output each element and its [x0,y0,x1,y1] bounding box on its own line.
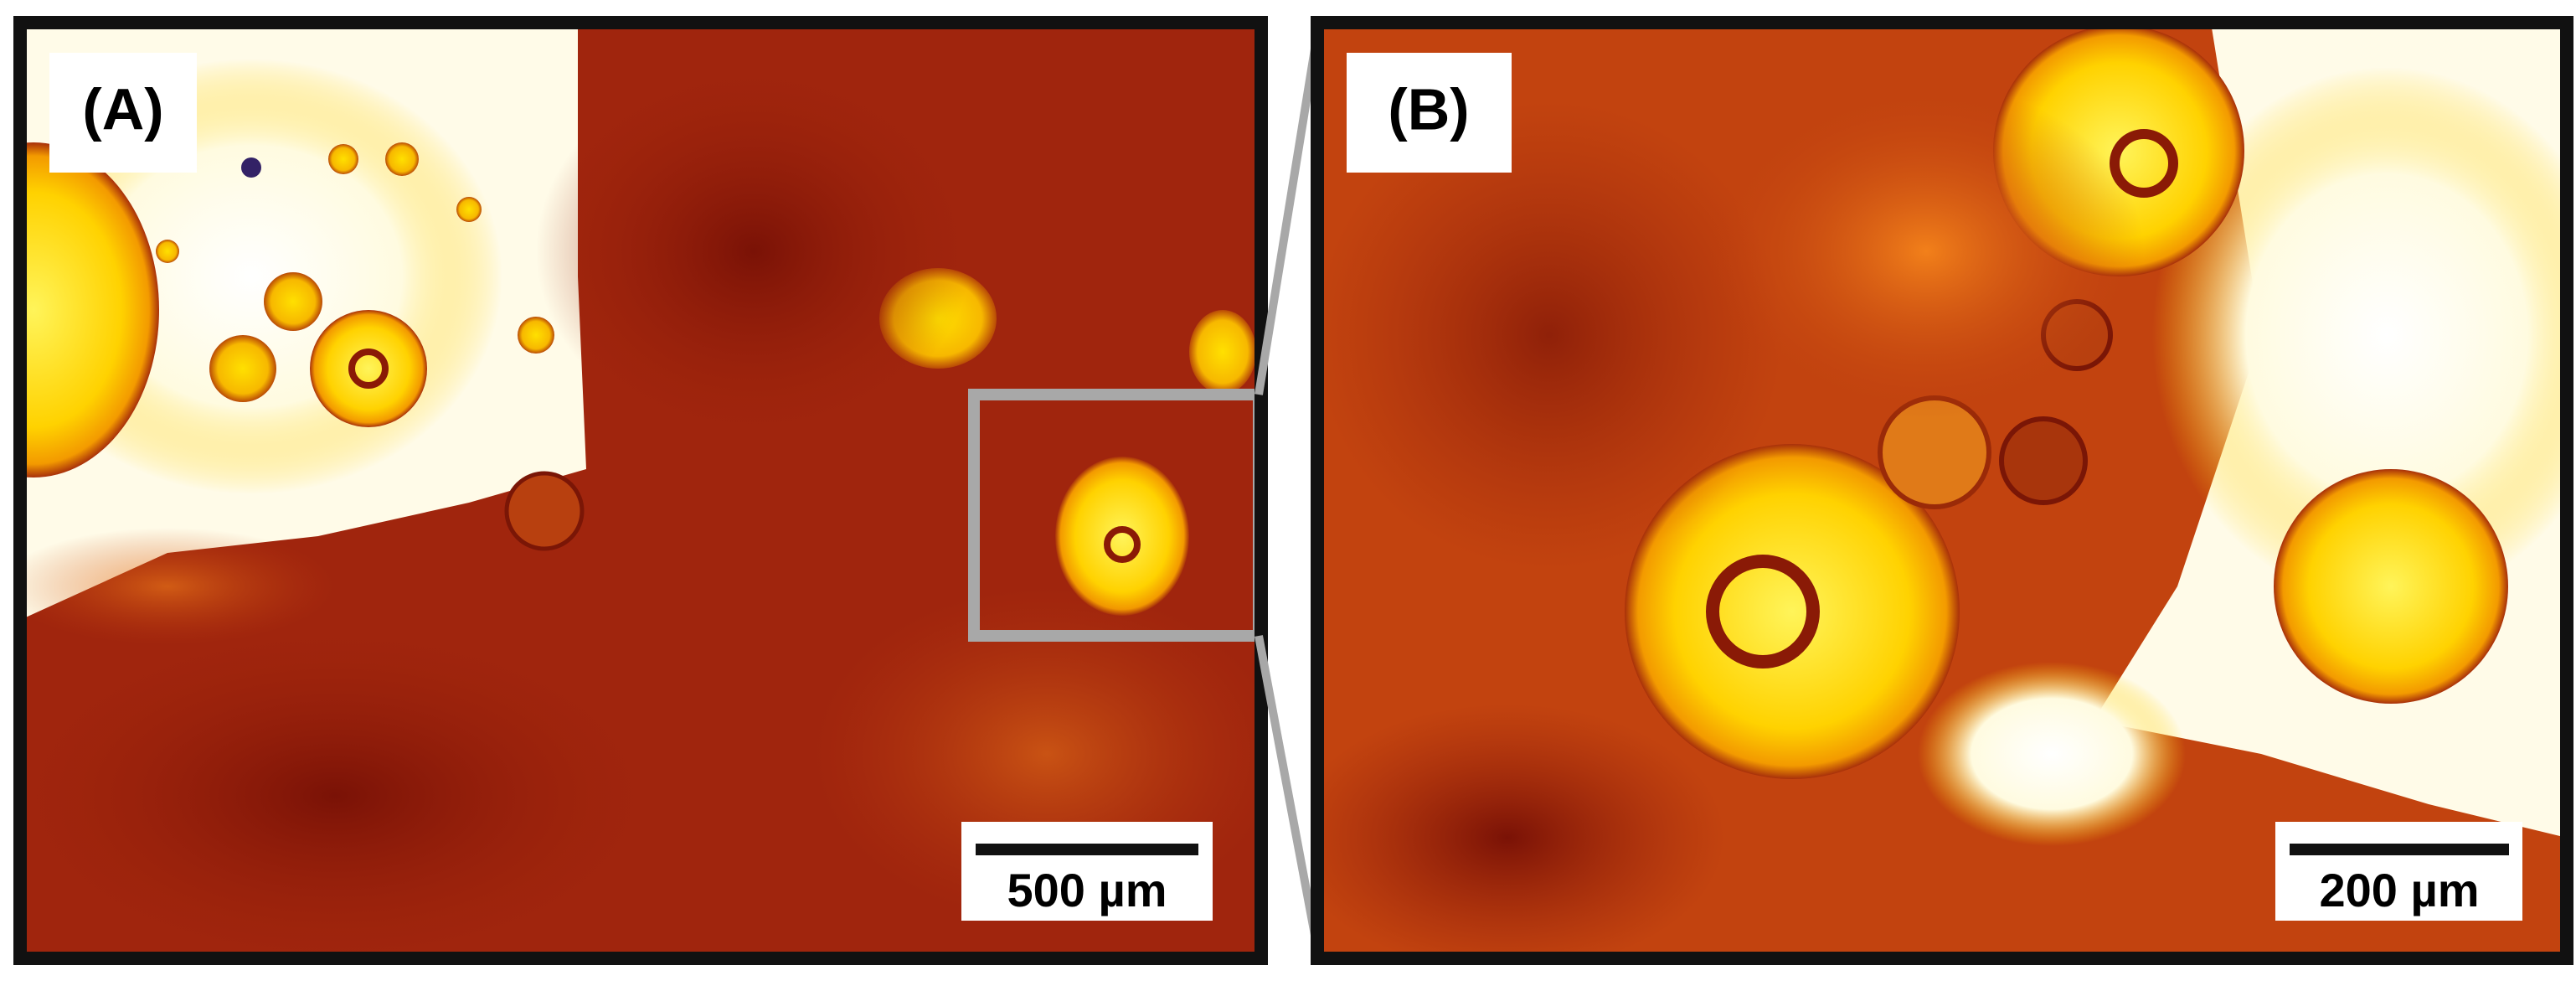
panel-a-border [13,16,1268,965]
zoom-line [1255,33,1321,395]
panel-label: (A) [82,76,163,142]
panel-b-border [1311,16,2573,965]
label-box [1347,53,1512,173]
panel-b-image [1317,23,2567,958]
scale-bar-label: 200 µm [2319,864,2479,916]
scale-bar [2290,844,2509,855]
panel-label: (B) [1388,76,1469,142]
scale-bar-box [2275,822,2522,921]
scale-bar [976,844,1198,855]
label-box [49,53,197,173]
scale-bar-label: 500 µm [1007,864,1167,916]
scale-bar-box [961,822,1213,921]
zoom-line [1255,635,1321,949]
